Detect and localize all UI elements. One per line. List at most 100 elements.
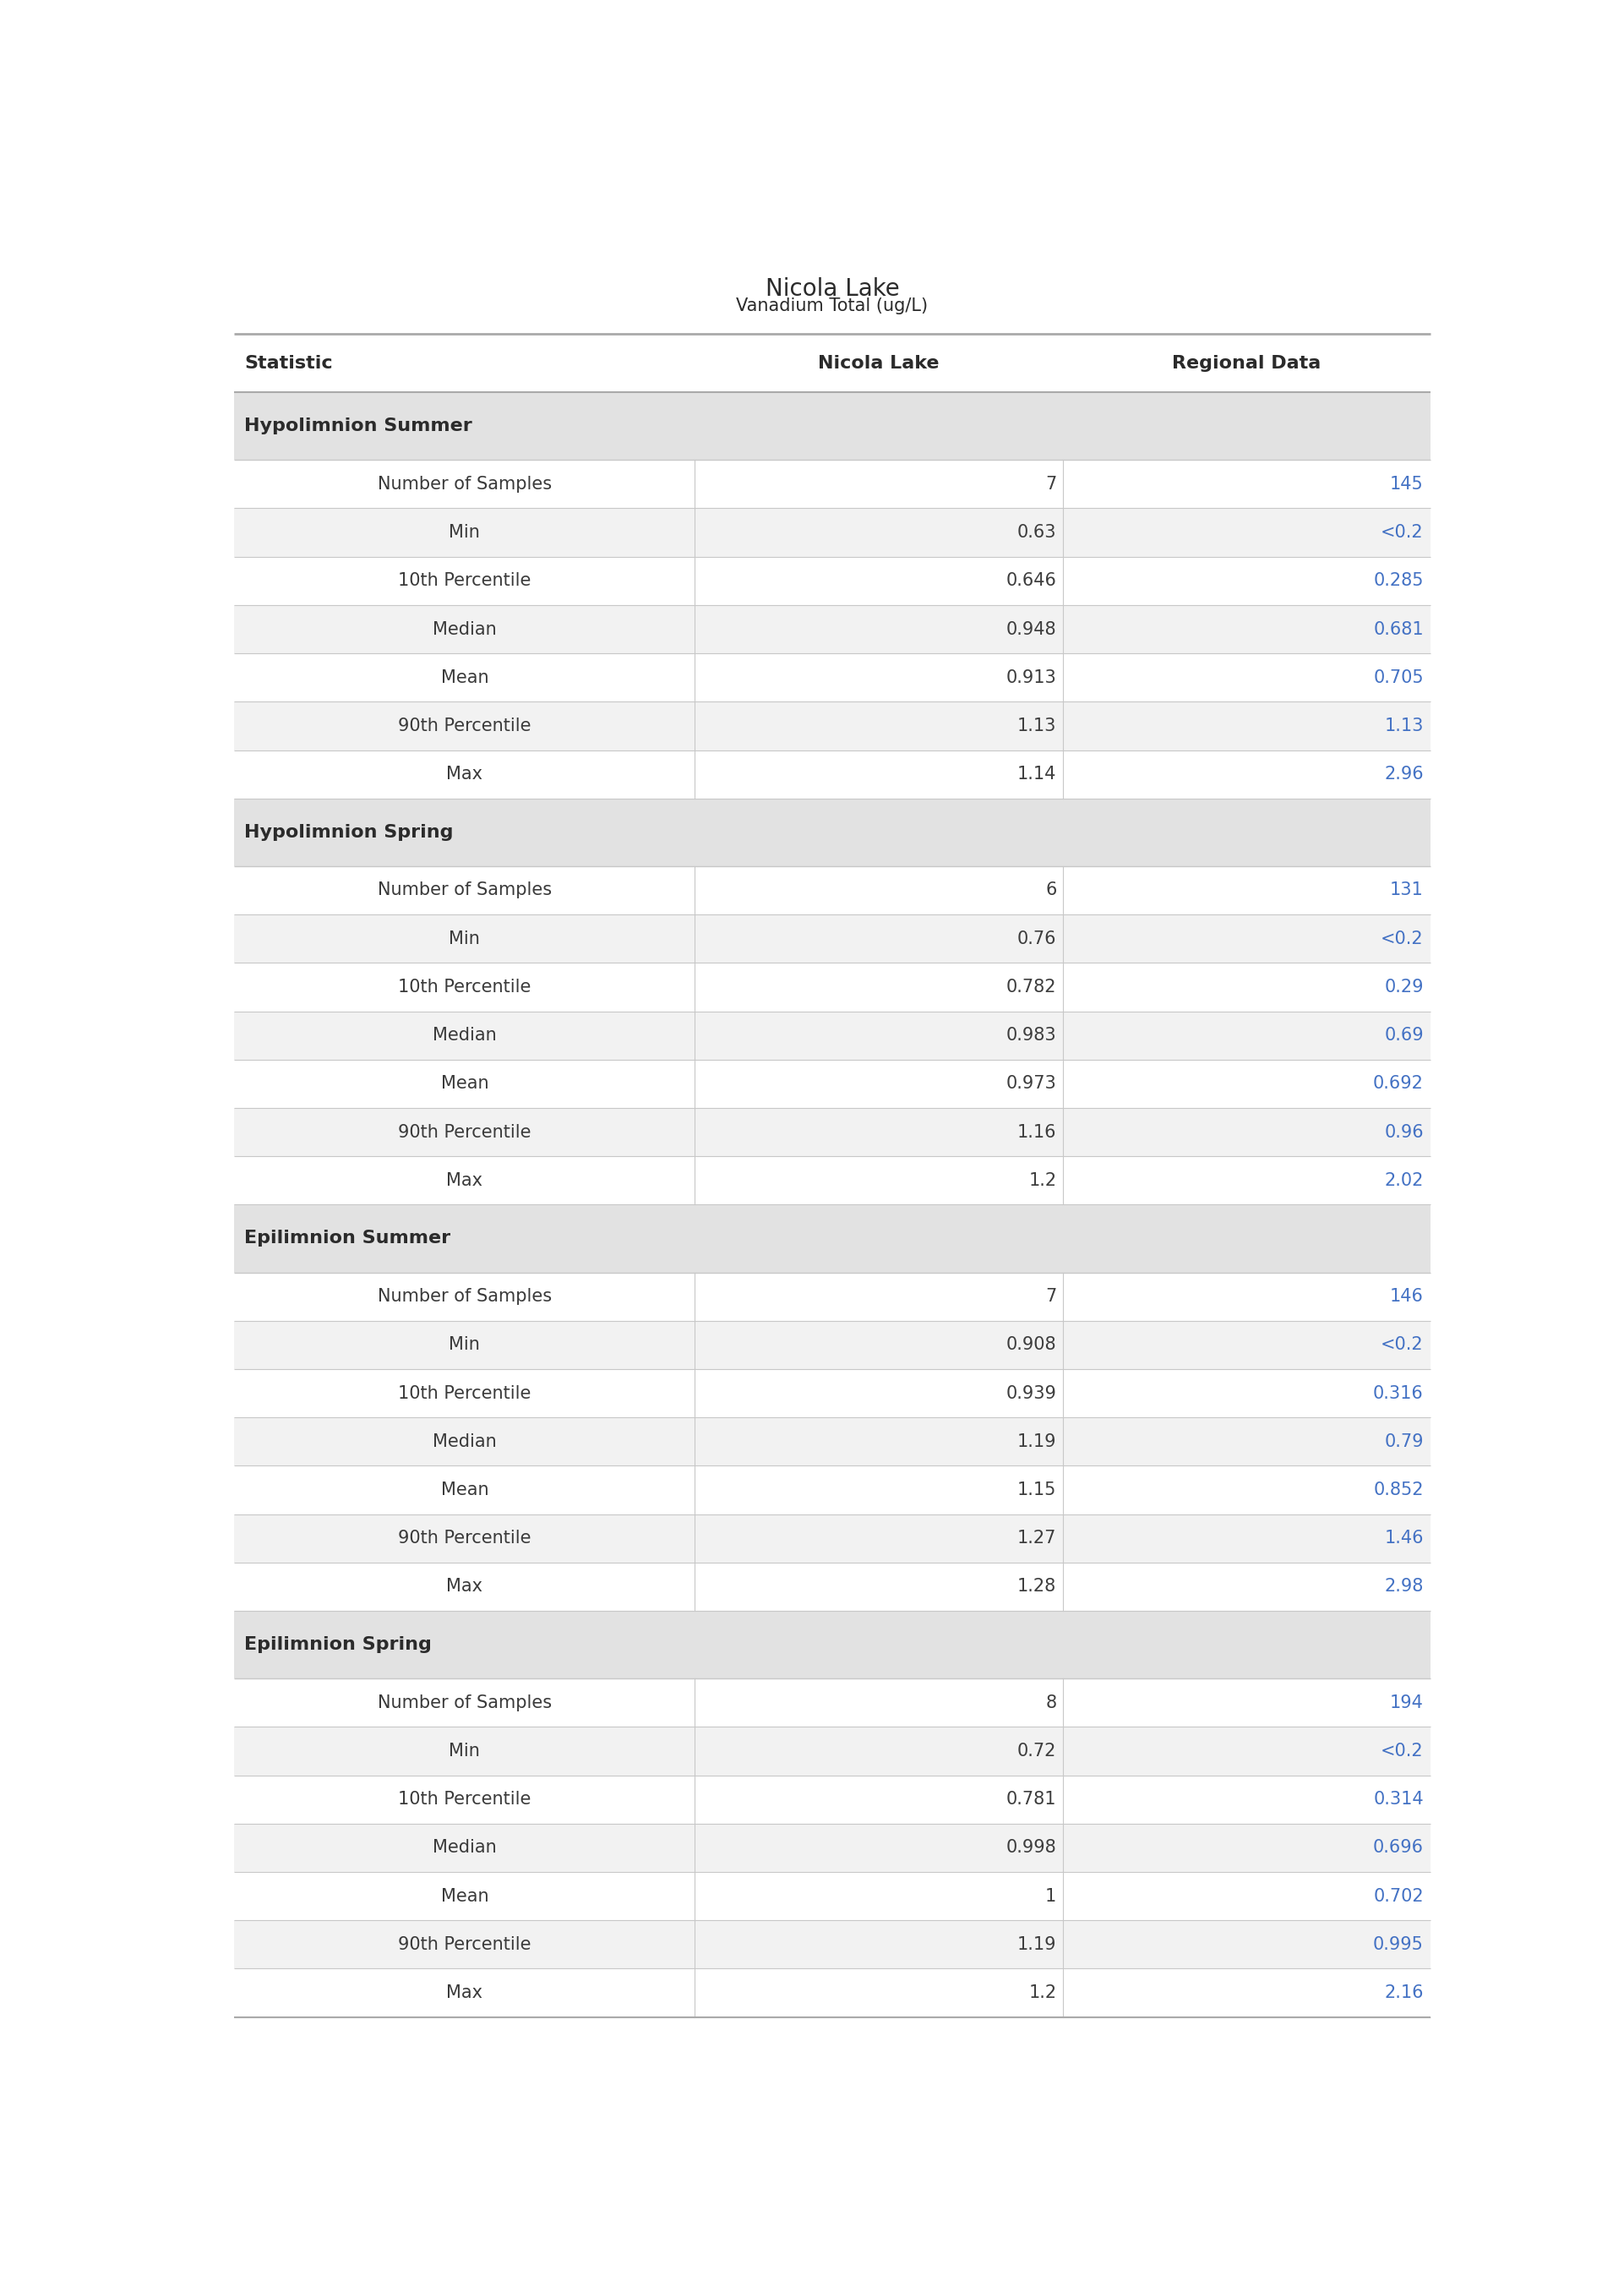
- Text: 90th Percentile: 90th Percentile: [398, 1124, 531, 1140]
- Bar: [234, 393, 1431, 461]
- Text: Number of Samples: Number of Samples: [377, 477, 552, 493]
- Text: 0.314: 0.314: [1374, 1791, 1424, 1807]
- Text: 2.98: 2.98: [1384, 1578, 1424, 1596]
- Bar: [234, 867, 1431, 915]
- Bar: [234, 1678, 1431, 1727]
- Text: Epilimnion Spring: Epilimnion Spring: [244, 1637, 432, 1653]
- Text: 1.27: 1.27: [1017, 1530, 1057, 1546]
- Bar: [234, 1968, 1431, 2018]
- Bar: [234, 1727, 1431, 1775]
- Text: Mean: Mean: [440, 670, 489, 686]
- Text: Max: Max: [447, 1984, 482, 2002]
- Text: 1.13: 1.13: [1017, 717, 1057, 735]
- Text: 0.681: 0.681: [1374, 620, 1424, 638]
- Bar: [234, 461, 1431, 508]
- Text: Nicola Lake: Nicola Lake: [765, 277, 900, 300]
- Text: Min: Min: [450, 524, 481, 540]
- Bar: [234, 1823, 1431, 1873]
- Text: 146: 146: [1390, 1287, 1424, 1305]
- Text: 90th Percentile: 90th Percentile: [398, 1936, 531, 1952]
- Text: Median: Median: [432, 1026, 497, 1044]
- Text: Min: Min: [450, 1337, 481, 1353]
- Text: Min: Min: [450, 931, 481, 947]
- Text: 0.646: 0.646: [1005, 572, 1057, 590]
- Text: Number of Samples: Number of Samples: [377, 881, 552, 899]
- Text: 0.69: 0.69: [1384, 1026, 1424, 1044]
- Text: 10th Percentile: 10th Percentile: [398, 1791, 531, 1807]
- Bar: [234, 799, 1431, 867]
- Text: Statistic: Statistic: [244, 354, 333, 372]
- Text: Mean: Mean: [440, 1482, 489, 1498]
- Text: 1.28: 1.28: [1018, 1578, 1057, 1596]
- Text: Vanadium Total (ug/L): Vanadium Total (ug/L): [736, 297, 929, 316]
- Bar: [234, 1108, 1431, 1155]
- Text: <0.2: <0.2: [1380, 1337, 1424, 1353]
- Bar: [234, 1562, 1431, 1612]
- Bar: [234, 654, 1431, 701]
- Text: 0.781: 0.781: [1007, 1791, 1057, 1807]
- Text: 1.46: 1.46: [1384, 1530, 1424, 1546]
- Text: <0.2: <0.2: [1380, 931, 1424, 947]
- Text: 0.995: 0.995: [1372, 1936, 1424, 1952]
- Bar: [234, 1775, 1431, 1823]
- Text: 0.852: 0.852: [1374, 1482, 1424, 1498]
- Text: 0.76: 0.76: [1017, 931, 1057, 947]
- Text: <0.2: <0.2: [1380, 524, 1424, 540]
- Text: 2.16: 2.16: [1384, 1984, 1424, 2002]
- Text: 0.63: 0.63: [1017, 524, 1057, 540]
- Text: Min: Min: [450, 1743, 481, 1759]
- Text: 0.705: 0.705: [1374, 670, 1424, 686]
- Text: Mean: Mean: [440, 1889, 489, 1905]
- Bar: [234, 1010, 1431, 1060]
- Bar: [234, 1416, 1431, 1466]
- Text: 1: 1: [1046, 1889, 1057, 1905]
- Text: Hypolimnion Spring: Hypolimnion Spring: [244, 824, 453, 840]
- Text: 6: 6: [1046, 881, 1057, 899]
- Text: Median: Median: [432, 620, 497, 638]
- Text: Number of Samples: Number of Samples: [377, 1287, 552, 1305]
- Text: 1.16: 1.16: [1017, 1124, 1057, 1140]
- Text: 194: 194: [1390, 1693, 1424, 1712]
- Text: 0.72: 0.72: [1017, 1743, 1057, 1759]
- Bar: [234, 915, 1431, 962]
- Text: Nicola Lake: Nicola Lake: [818, 354, 940, 372]
- Text: 2.96: 2.96: [1384, 765, 1424, 783]
- Text: 90th Percentile: 90th Percentile: [398, 1530, 531, 1546]
- Text: 145: 145: [1390, 477, 1424, 493]
- Text: 0.79: 0.79: [1384, 1432, 1424, 1451]
- Bar: [234, 1369, 1431, 1416]
- Bar: [234, 556, 1431, 606]
- Text: Mean: Mean: [440, 1076, 489, 1092]
- Text: 0.316: 0.316: [1374, 1385, 1424, 1401]
- Text: 0.29: 0.29: [1384, 978, 1424, 997]
- Text: 1.13: 1.13: [1384, 717, 1424, 735]
- Text: 0.983: 0.983: [1007, 1026, 1057, 1044]
- Text: 0.96: 0.96: [1384, 1124, 1424, 1140]
- Text: 7: 7: [1046, 1287, 1057, 1305]
- Text: 1.2: 1.2: [1028, 1984, 1057, 2002]
- Bar: [234, 1612, 1431, 1678]
- Bar: [234, 1273, 1431, 1321]
- Text: 7: 7: [1046, 477, 1057, 493]
- Text: Median: Median: [432, 1839, 497, 1857]
- Text: 0.782: 0.782: [1007, 978, 1057, 997]
- Text: 0.973: 0.973: [1005, 1076, 1057, 1092]
- Text: Max: Max: [447, 1578, 482, 1596]
- Bar: [234, 1205, 1431, 1273]
- Text: Median: Median: [432, 1432, 497, 1451]
- Text: Max: Max: [447, 765, 482, 783]
- Text: 0.948: 0.948: [1007, 620, 1057, 638]
- Bar: [234, 1920, 1431, 1968]
- Text: 2.02: 2.02: [1384, 1171, 1424, 1189]
- Bar: [234, 962, 1431, 1010]
- Text: 0.939: 0.939: [1005, 1385, 1057, 1401]
- Bar: [234, 508, 1431, 556]
- Text: 0.692: 0.692: [1372, 1076, 1424, 1092]
- Text: 1.15: 1.15: [1017, 1482, 1057, 1498]
- Text: 10th Percentile: 10th Percentile: [398, 1385, 531, 1401]
- Bar: [234, 1060, 1431, 1108]
- Text: 1.2: 1.2: [1028, 1171, 1057, 1189]
- Text: 1.19: 1.19: [1017, 1936, 1057, 1952]
- Text: 131: 131: [1390, 881, 1424, 899]
- Text: 8: 8: [1046, 1693, 1057, 1712]
